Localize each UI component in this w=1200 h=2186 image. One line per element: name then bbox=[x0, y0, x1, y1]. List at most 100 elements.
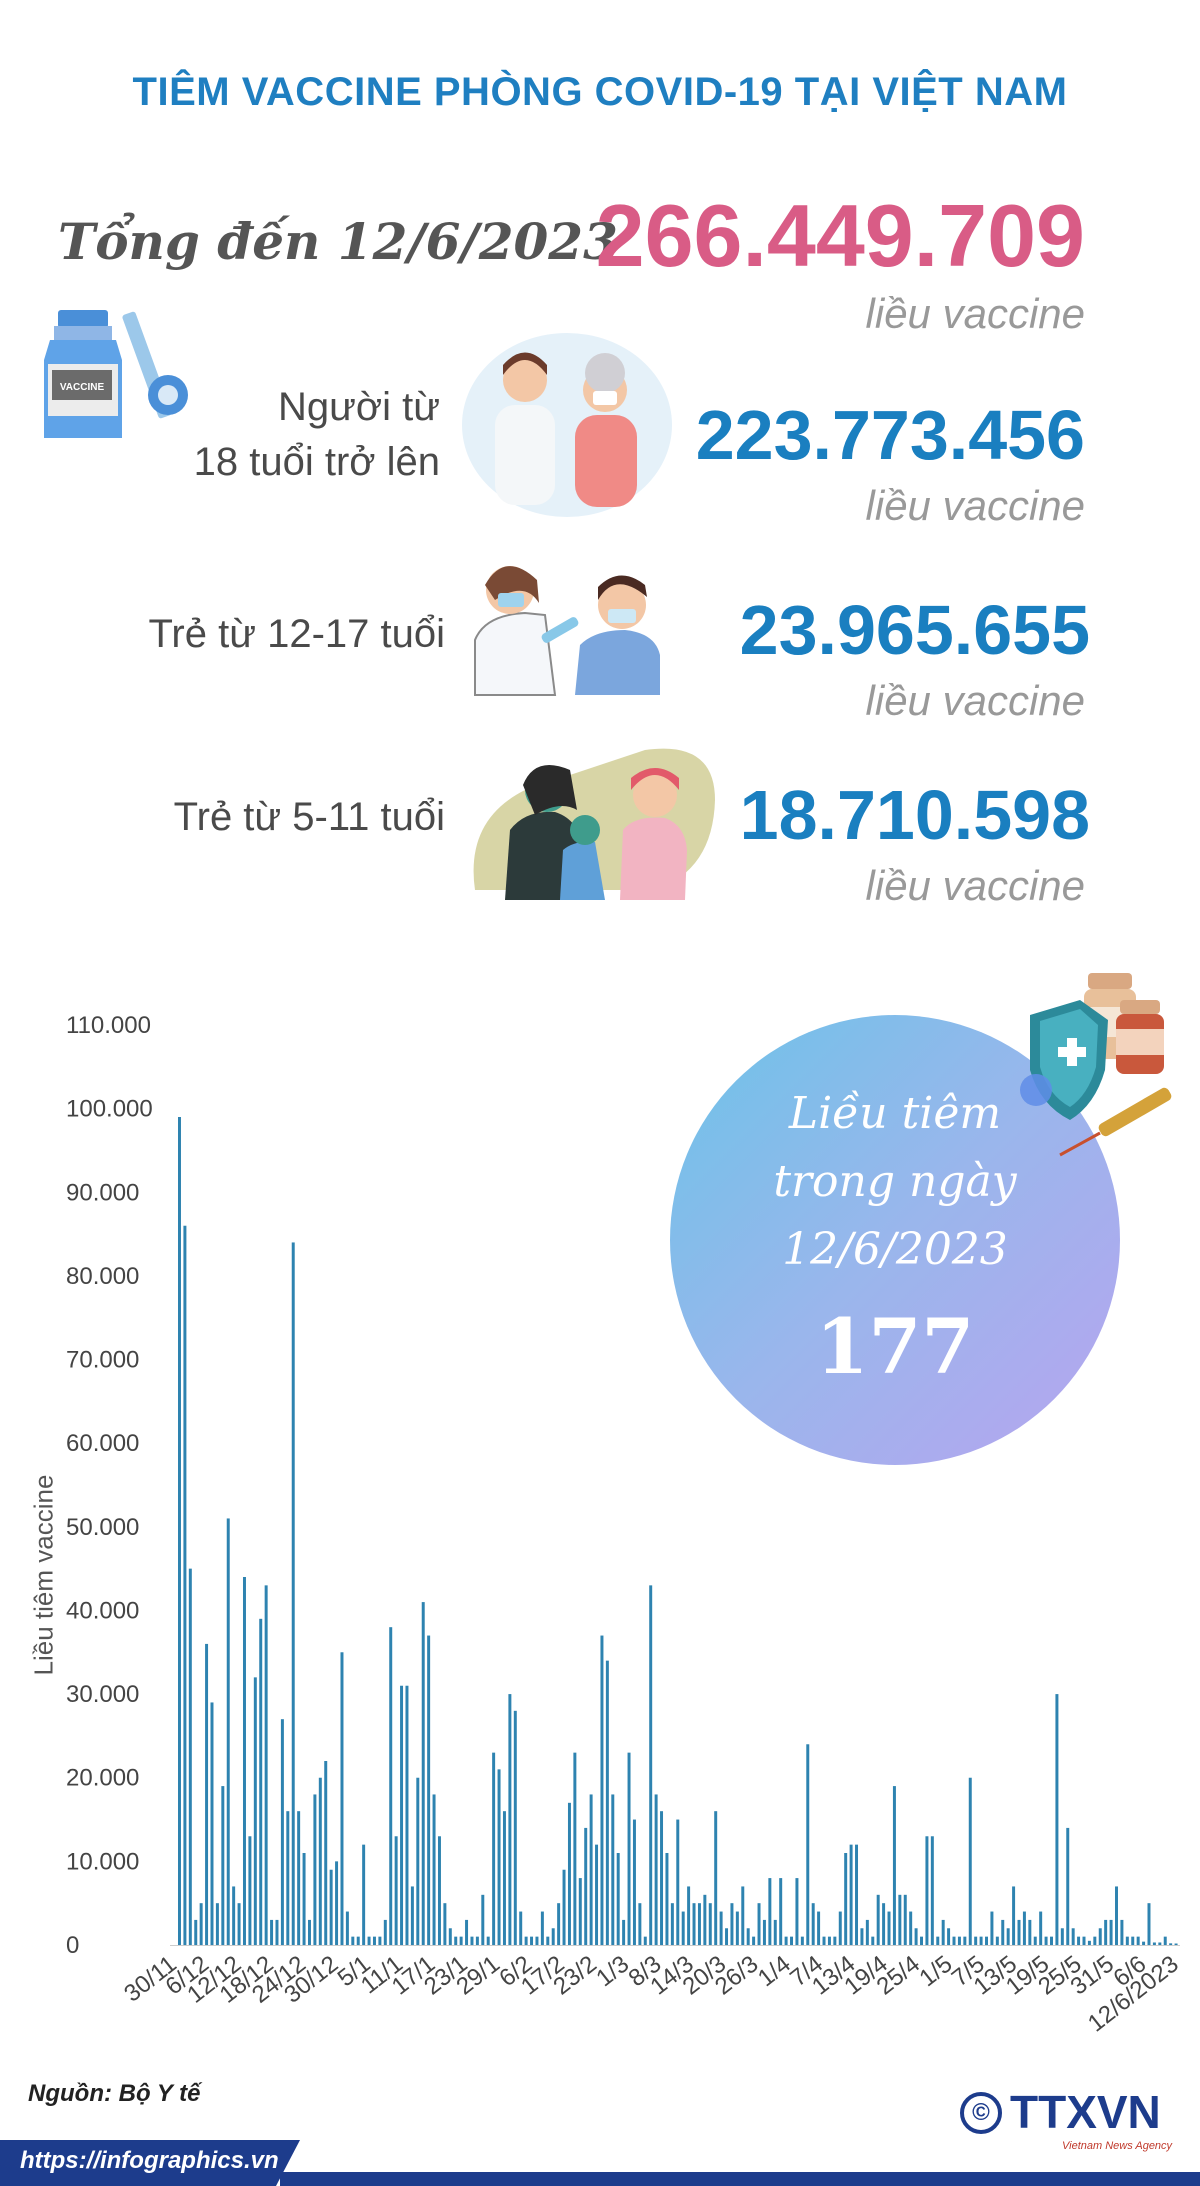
bar bbox=[725, 1928, 729, 1945]
total-value: 266.449.709 bbox=[595, 186, 1085, 285]
bar bbox=[329, 1869, 333, 1945]
bar bbox=[1120, 1919, 1124, 1945]
bar bbox=[1028, 1919, 1032, 1945]
bar bbox=[1044, 1936, 1048, 1945]
bar bbox=[188, 1568, 192, 1945]
bar bbox=[470, 1936, 474, 1945]
bar bbox=[535, 1936, 539, 1945]
bar bbox=[351, 1936, 355, 1945]
bar bbox=[1169, 1943, 1173, 1945]
bar bbox=[1131, 1936, 1135, 1945]
bar bbox=[1066, 1827, 1070, 1945]
bar bbox=[860, 1928, 864, 1945]
bar bbox=[676, 1819, 680, 1945]
y-tick-label: 50.000 bbox=[66, 1514, 139, 1541]
bar bbox=[248, 1836, 252, 1945]
bar bbox=[735, 1911, 739, 1945]
bar bbox=[465, 1919, 469, 1945]
bar bbox=[660, 1811, 664, 1945]
bar bbox=[1147, 1903, 1151, 1945]
bar bbox=[1158, 1942, 1162, 1945]
bar bbox=[432, 1794, 436, 1945]
bar bbox=[448, 1928, 452, 1945]
bar bbox=[437, 1836, 441, 1945]
bar bbox=[1001, 1919, 1005, 1945]
adult-label-line2: 18 tuổi trở lên bbox=[193, 440, 440, 484]
bar bbox=[1109, 1919, 1113, 1945]
bar bbox=[405, 1685, 409, 1945]
bar bbox=[1125, 1936, 1129, 1945]
bar bbox=[741, 1886, 745, 1945]
bar bbox=[990, 1911, 994, 1945]
bar bbox=[394, 1836, 398, 1945]
bar bbox=[302, 1853, 306, 1945]
bar bbox=[356, 1936, 360, 1945]
y-tick-label: 80.000 bbox=[66, 1263, 139, 1290]
bar bbox=[941, 1919, 945, 1945]
bar bbox=[578, 1878, 582, 1945]
bar bbox=[871, 1936, 875, 1945]
bar bbox=[649, 1585, 653, 1945]
bar bbox=[968, 1777, 972, 1945]
bar bbox=[502, 1811, 506, 1945]
bar bbox=[459, 1936, 463, 1945]
bar bbox=[914, 1928, 918, 1945]
bar bbox=[475, 1936, 479, 1945]
total-label: Tổng đến 12/6/2023 bbox=[58, 212, 618, 271]
bar bbox=[806, 1744, 810, 1945]
bar bbox=[687, 1886, 691, 1945]
child-value: 18.710.598 bbox=[739, 776, 1090, 854]
bar bbox=[1012, 1886, 1016, 1945]
bar bbox=[638, 1903, 642, 1945]
bar bbox=[714, 1811, 718, 1945]
bar bbox=[1039, 1911, 1043, 1945]
bar bbox=[920, 1936, 923, 1945]
y-tick-label: 0 bbox=[66, 1932, 79, 1959]
bubble-line1: Liều tiêm bbox=[788, 1088, 1002, 1139]
bar bbox=[1152, 1942, 1156, 1945]
bar bbox=[1077, 1936, 1081, 1945]
bar bbox=[898, 1894, 902, 1945]
footer-url[interactable]: https://infographics.vn bbox=[20, 2147, 279, 2174]
bar bbox=[784, 1936, 788, 1945]
bar bbox=[849, 1844, 853, 1945]
bar bbox=[264, 1585, 268, 1945]
bar bbox=[800, 1936, 804, 1945]
bar bbox=[1174, 1943, 1178, 1945]
bar bbox=[925, 1836, 929, 1945]
bar bbox=[280, 1719, 284, 1945]
bar bbox=[1060, 1928, 1064, 1945]
bar bbox=[1087, 1940, 1091, 1945]
daily-doses-chart: 0 10.000 20.000 30.000 40.000 50.000 60.000 70.… bbox=[66, 1012, 1184, 2037]
y-tick-label: 40.000 bbox=[66, 1597, 139, 1624]
bar bbox=[270, 1919, 274, 1945]
copyright-icon: © bbox=[960, 2092, 1002, 2134]
y-tick-label: 90.000 bbox=[66, 1179, 139, 1206]
bar bbox=[833, 1936, 837, 1945]
bar bbox=[443, 1903, 447, 1945]
adult-vaccination-illustration-icon bbox=[462, 333, 672, 517]
bar bbox=[692, 1903, 696, 1945]
bar bbox=[215, 1903, 219, 1945]
bar bbox=[681, 1911, 685, 1945]
bar bbox=[697, 1903, 701, 1945]
bar bbox=[1033, 1936, 1037, 1945]
bar bbox=[974, 1936, 978, 1945]
bar bbox=[963, 1936, 967, 1945]
bar bbox=[1098, 1928, 1102, 1945]
bar bbox=[557, 1903, 561, 1945]
bar bbox=[762, 1919, 766, 1945]
bar bbox=[611, 1794, 615, 1945]
ttxvn-logo: TTXVN bbox=[1010, 2086, 1161, 2138]
bar bbox=[427, 1635, 431, 1945]
bar bbox=[367, 1936, 371, 1945]
teen-value: 23.965.655 bbox=[739, 591, 1090, 669]
vaccine-bottle-icon: VACCINE bbox=[44, 310, 188, 438]
bar bbox=[909, 1911, 913, 1945]
bar bbox=[362, 1844, 366, 1945]
bar bbox=[199, 1903, 203, 1945]
bar bbox=[838, 1911, 842, 1945]
bar bbox=[882, 1903, 886, 1945]
bubble-line2: trong ngày bbox=[773, 1156, 1017, 1207]
bar bbox=[643, 1936, 647, 1945]
